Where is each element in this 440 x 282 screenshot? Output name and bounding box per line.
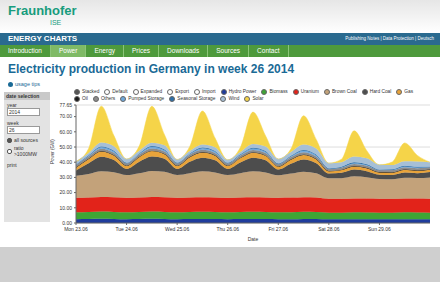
html-text:Biomass: Biomass <box>269 89 288 94</box>
svg-text:60.00: 60.00 <box>59 129 72 135</box>
html-text:date selection: date selection <box>6 93 40 99</box>
html-text:ENERGY CHARTS: ENERGY CHARTS <box>8 34 78 43</box>
svg-text:Wed 25.06: Wed 25.06 <box>165 226 189 232</box>
html-text:Electricity production in Germ: Electricity production in Germany in wee… <box>8 62 295 76</box>
svg-text:Power (GW): Power (GW) <box>50 139 55 164</box>
svg-text:Sun 29.06: Sun 29.06 <box>368 226 391 232</box>
html-text:Export: Export <box>175 89 189 94</box>
html-text:Import: Import <box>202 89 216 94</box>
html-text:Energy: Energy <box>94 47 115 54</box>
html-text:ratio >1000MW: ratio >1000MW <box>13 145 37 157</box>
html-text:Uranium: Uranium <box>300 89 319 94</box>
svg-text:Sat 28.06: Sat 28.06 <box>318 226 340 232</box>
svg-text:77.65: 77.65 <box>59 102 72 108</box>
html-text:Hard Coal: Hard Coal <box>369 89 392 94</box>
html-text:Downloads: Downloads <box>167 47 200 54</box>
svg-text:Thu 26.06: Thu 26.06 <box>216 226 239 232</box>
html-text:Stacked: Stacked <box>82 89 100 94</box>
html-text:Brown Coal: Brown Coal <box>331 89 357 94</box>
html-text:Expanded: Expanded <box>140 89 163 94</box>
html-text:Publishing Notes | Data Protec: Publishing Notes | Data Protection | Deu… <box>345 36 434 41</box>
html-text:Seasonal Storage: Seasonal Storage <box>177 96 216 101</box>
svg-text:40.00: 40.00 <box>59 159 72 165</box>
html-text:Gas: Gas <box>404 89 414 94</box>
svg-text:Date: Date <box>248 236 259 241</box>
html-text:ISE: ISE <box>50 19 62 26</box>
html-text:Wind: Wind <box>228 96 240 101</box>
svg-text:20.00: 20.00 <box>59 189 72 195</box>
html-text:all sources: all sources <box>14 137 38 143</box>
svg-text:70.00: 70.00 <box>59 113 72 119</box>
html-text:week: week <box>7 120 19 126</box>
html-text:Contact: Contact <box>257 47 280 54</box>
svg-text:Mon 23.06: Mon 23.06 <box>64 226 88 232</box>
html-text:Power: Power <box>59 47 78 54</box>
html-text:Pumped Storage: Pumped Storage <box>128 96 165 101</box>
svg-text:10.00: 10.00 <box>59 205 72 211</box>
html-text:26: 26 <box>9 127 15 133</box>
html-text:usage tips: usage tips <box>15 81 41 87</box>
html-text:Solar: Solar <box>252 96 264 101</box>
svg-text:50.00: 50.00 <box>59 144 72 150</box>
html-text:Others: Others <box>100 96 116 101</box>
svg-text:Tue 24.06: Tue 24.06 <box>115 226 138 232</box>
html-text:Default: Default <box>112 89 128 94</box>
html-text:Fraunhofer: Fraunhofer <box>8 3 77 18</box>
html-text:2014: 2014 <box>9 109 21 115</box>
svg-text:0.00: 0.00 <box>62 220 72 226</box>
svg-text:Fri 27.06: Fri 27.06 <box>268 226 288 232</box>
html-text:print: print <box>7 162 17 168</box>
html-text:Hydro Power: Hydro Power <box>228 89 257 94</box>
html-text:Sources: Sources <box>216 47 241 54</box>
html-text:Introduction: Introduction <box>8 47 42 54</box>
html-text:year: year <box>7 102 17 108</box>
svg-text:30.00: 30.00 <box>59 174 72 180</box>
html-text:Oil: Oil <box>82 96 88 101</box>
html-text:Prices: Prices <box>132 47 151 54</box>
